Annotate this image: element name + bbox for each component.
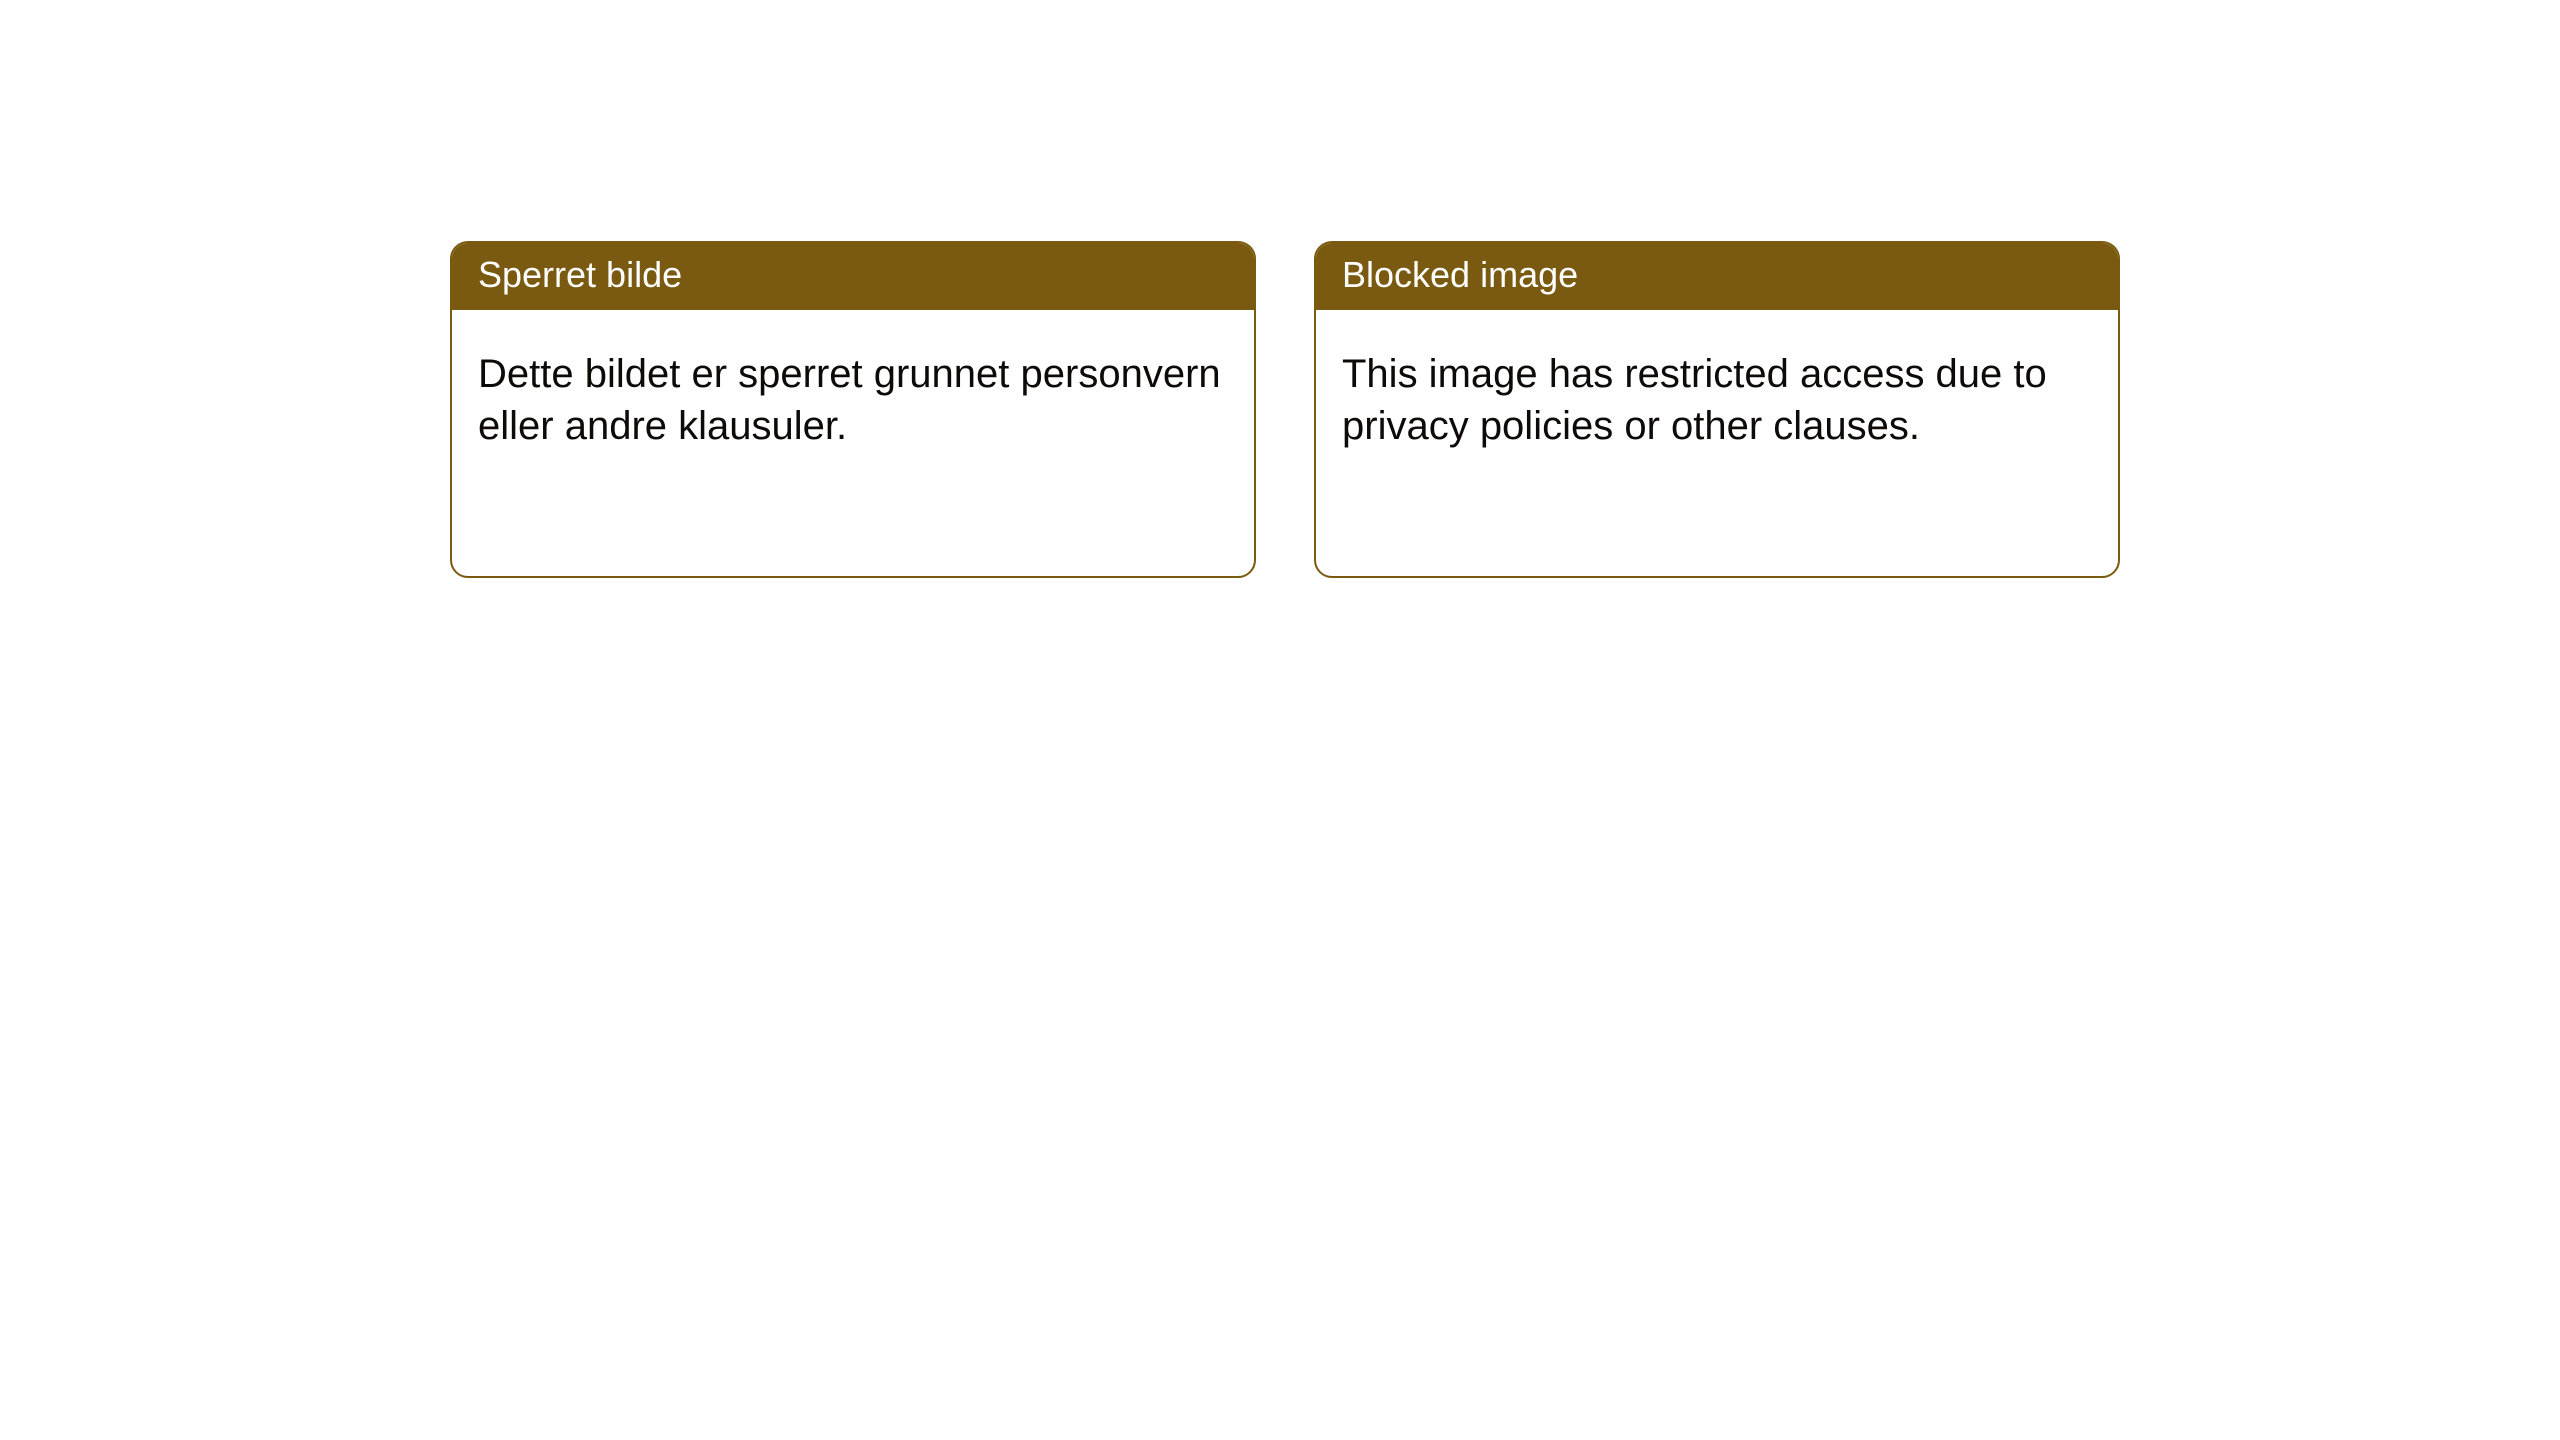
notice-header: Blocked image [1316, 243, 2118, 310]
notice-body: This image has restricted access due to … [1316, 310, 2118, 478]
notice-cards-container: Sperret bilde Dette bildet er sperret gr… [450, 241, 2120, 578]
notice-card-norwegian: Sperret bilde Dette bildet er sperret gr… [450, 241, 1256, 578]
notice-body: Dette bildet er sperret grunnet personve… [452, 310, 1254, 478]
notice-header: Sperret bilde [452, 243, 1254, 310]
notice-card-english: Blocked image This image has restricted … [1314, 241, 2120, 578]
